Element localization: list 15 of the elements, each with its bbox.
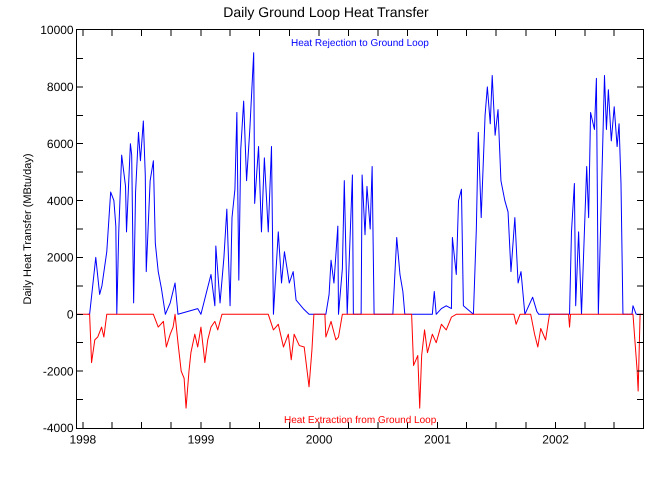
y-tick-label: 0 xyxy=(66,307,74,322)
x-tick-label: 1999 xyxy=(188,432,215,446)
x-tick-label: 2000 xyxy=(306,432,333,446)
y-tick-label: 4000 xyxy=(46,194,74,208)
chart-title: Daily Ground Loop Heat Transfer xyxy=(223,4,430,20)
x-tick-label: 2002 xyxy=(542,432,570,446)
y-tick-label: 10000 xyxy=(40,23,74,38)
y-tick-label: 2000 xyxy=(46,250,74,265)
x-tick-label: 2001 xyxy=(424,432,452,446)
y-tick-label: 6000 xyxy=(46,136,74,151)
y-axis-title: Daily Heat Transfer (MBtu/day) xyxy=(22,154,34,304)
text: Heat Rejection to Ground Loop xyxy=(291,38,430,49)
series-label: Heat Extraction from Ground Loop xyxy=(284,415,437,426)
y-tick-label: 8000 xyxy=(46,80,74,94)
y-tick-label: -2000 xyxy=(42,364,74,378)
